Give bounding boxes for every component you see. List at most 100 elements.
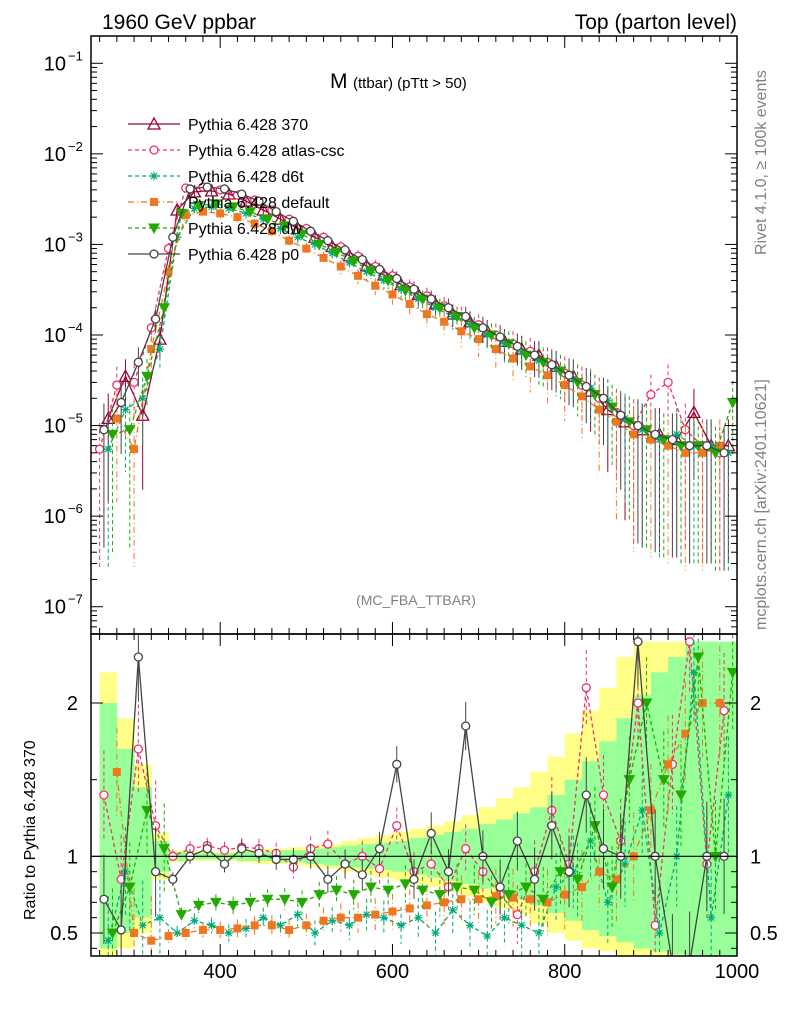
ratio-point <box>310 929 319 937</box>
data-point <box>278 221 291 232</box>
ratio-y-tick-label: 1 <box>67 846 78 868</box>
data-point <box>698 448 707 457</box>
ratio-point <box>509 893 518 902</box>
data-point <box>483 331 492 339</box>
legend-marker <box>149 145 159 155</box>
data-point <box>155 345 164 354</box>
ratio-point <box>99 894 109 904</box>
ratio-point <box>664 760 673 769</box>
ratio-point <box>296 897 308 909</box>
data-point <box>543 371 552 380</box>
ratio-point <box>313 890 326 901</box>
data-point <box>491 345 500 354</box>
ratio-point <box>640 698 653 710</box>
data-point <box>116 397 126 408</box>
data-point <box>293 233 302 242</box>
data-point <box>495 332 505 342</box>
data-point <box>259 215 268 224</box>
ratio-point <box>692 652 705 664</box>
ratio-point <box>399 879 412 890</box>
ratio-frame <box>90 633 738 957</box>
data-point <box>261 214 274 226</box>
ratio-point <box>147 936 156 945</box>
ratio-point <box>409 874 419 884</box>
y-tick-label: 10 <box>44 506 66 528</box>
ratio-point <box>502 890 515 901</box>
data-point <box>347 256 360 268</box>
data-point <box>365 266 377 277</box>
header-energy: 1960 GeV ppbar <box>102 11 256 34</box>
band-green <box>668 657 686 955</box>
data-point <box>371 281 380 290</box>
main-panel: 10−110−210−310−410−510−610−7 M (ttbar) (… <box>44 35 738 635</box>
analysis-label: (MC_FBA_TTBAR) <box>356 592 476 608</box>
ratio-point <box>379 913 388 922</box>
ratio-point <box>357 870 367 880</box>
ratio-point <box>598 790 609 800</box>
x-tick-label: 1000 <box>715 961 760 983</box>
data-point <box>106 429 119 441</box>
ratio-point <box>388 907 397 916</box>
ratio-point <box>365 882 377 894</box>
ratio-y-tick-label-right: 2 <box>750 693 761 715</box>
data-point <box>589 390 601 401</box>
data-point <box>726 397 737 409</box>
data-point <box>362 267 371 276</box>
data-point <box>319 253 328 262</box>
ratio-point <box>374 844 385 854</box>
ratio-point <box>512 909 523 920</box>
ratio-point <box>207 921 216 930</box>
data-point <box>443 303 454 313</box>
ratio-point <box>431 929 440 937</box>
data-point <box>336 262 345 271</box>
ratio-point <box>336 913 345 922</box>
data-point <box>190 204 199 213</box>
data-point <box>99 425 109 435</box>
ratio-point <box>491 892 500 901</box>
data-point <box>719 448 729 458</box>
series-0 <box>101 183 736 564</box>
ratio-point <box>392 759 402 769</box>
rivet-label: Rivet 4.1.0, ≥ 100k events <box>753 70 770 255</box>
ratio-point <box>517 921 526 930</box>
y-tick-exponent: −5 <box>68 411 83 426</box>
data-point <box>461 311 471 322</box>
data-point <box>227 202 239 213</box>
series-line <box>112 203 734 454</box>
legend-item: Pythia 6.428 dw <box>128 221 302 238</box>
data-point <box>529 350 540 360</box>
x-tick-label: 600 <box>376 961 409 983</box>
ratio-panel: 0.5 0.5 1 1 2 2 400 600 800 1000 <box>50 633 778 983</box>
ratio-point <box>362 910 371 919</box>
ratio-point <box>278 894 291 906</box>
ratio-point <box>633 698 643 708</box>
data-point <box>663 377 673 388</box>
ratio-point <box>689 668 698 677</box>
ratio-point <box>468 885 481 897</box>
ratio-point <box>560 890 569 899</box>
ratio-point <box>237 844 247 854</box>
data-point <box>564 370 574 380</box>
ratio-point <box>606 882 618 894</box>
ratio-point <box>457 895 466 904</box>
data-point <box>431 303 440 312</box>
ratio-point <box>426 859 436 869</box>
ratio-point <box>571 874 584 886</box>
ratio-point <box>675 790 687 802</box>
ratio-point <box>121 867 130 876</box>
data-point <box>123 425 136 436</box>
data-point <box>185 184 195 194</box>
ratio-y-tick-label: 0.5 <box>50 923 78 945</box>
y-tick-exponent: −6 <box>68 501 83 516</box>
data-point <box>650 429 660 440</box>
data-point <box>509 354 518 363</box>
legend-marker <box>150 198 158 206</box>
ratio-y-tick-label: 2 <box>67 693 78 715</box>
x-tick-label: 800 <box>548 961 581 983</box>
ratio-point <box>216 925 225 934</box>
data-point <box>379 276 388 285</box>
legend-marker <box>149 249 159 259</box>
data-point <box>629 430 638 439</box>
ratio-point <box>495 882 505 892</box>
